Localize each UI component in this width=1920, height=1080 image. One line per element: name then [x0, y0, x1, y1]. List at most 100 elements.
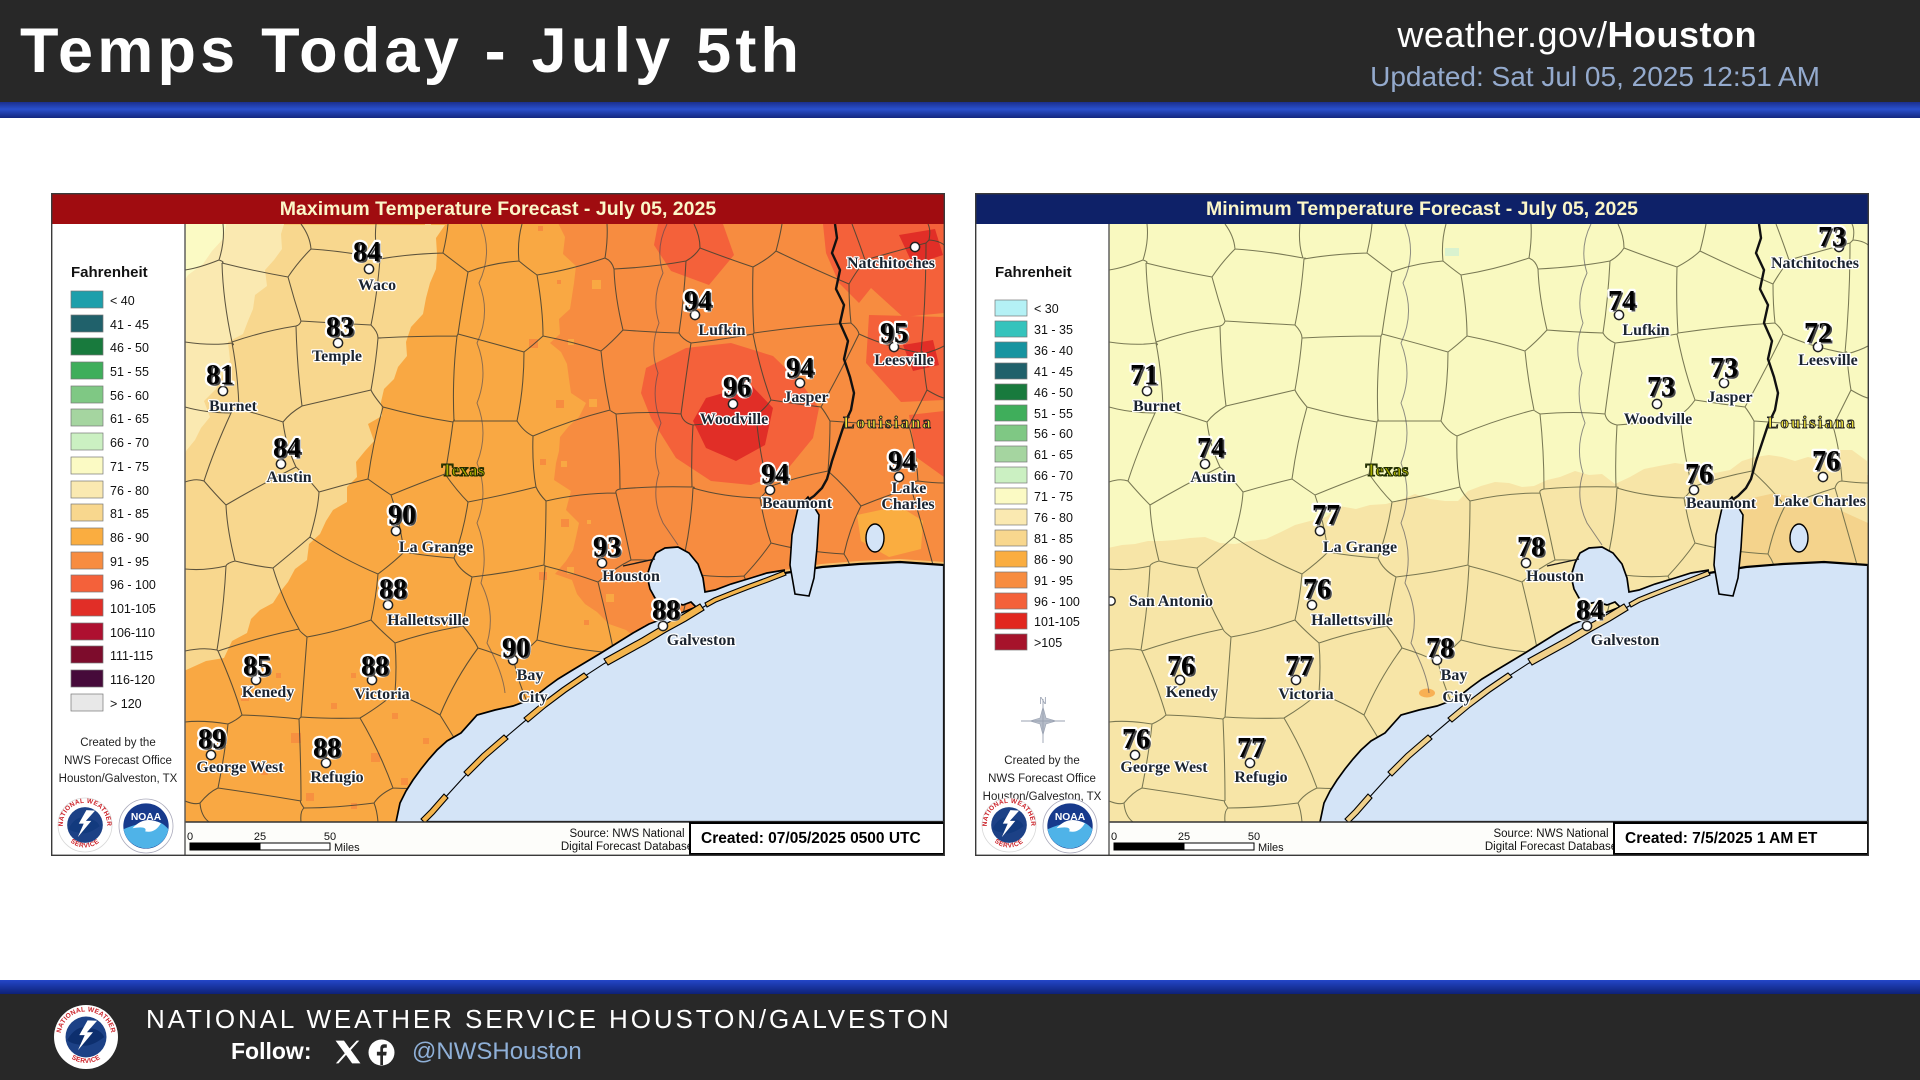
svg-text:Refugio: Refugio [310, 769, 363, 786]
svg-text:81: 81 [206, 360, 234, 391]
svg-text:La Grange: La Grange [399, 539, 473, 556]
svg-text:56 - 60: 56 - 60 [1034, 427, 1073, 441]
svg-text:94: 94 [890, 448, 918, 479]
svg-text:93: 93 [593, 532, 621, 563]
svg-text:Created by the: Created by the [80, 737, 155, 749]
svg-text:84: 84 [1576, 595, 1604, 626]
svg-text:73: 73 [1649, 374, 1677, 405]
svg-text:81 - 85: 81 - 85 [110, 507, 149, 521]
svg-text:76: 76 [1685, 459, 1713, 490]
svg-text:88: 88 [361, 651, 389, 682]
svg-text:Temple: Temple [312, 348, 362, 365]
svg-text:84: 84 [1578, 597, 1606, 628]
svg-text:NOAA: NOAA [131, 812, 162, 823]
svg-text:74: 74 [1610, 288, 1638, 319]
svg-text:Fahrenheit: Fahrenheit [995, 264, 1072, 281]
svg-text:90: 90 [388, 500, 416, 531]
svg-text:96: 96 [723, 372, 751, 403]
svg-text:SERVICE: SERVICE [70, 1054, 102, 1065]
svg-text:72: 72 [1804, 318, 1832, 349]
svg-text:0: 0 [1111, 831, 1117, 843]
svg-text:Texas: Texas [1365, 460, 1408, 480]
svg-text:Lufkin: Lufkin [1622, 322, 1669, 339]
svg-text:93: 93 [593, 532, 621, 563]
svg-text:71: 71 [1130, 360, 1158, 391]
svg-text:76: 76 [1167, 651, 1195, 682]
svg-text:77: 77 [1285, 651, 1313, 682]
svg-text:71 - 75: 71 - 75 [1034, 490, 1073, 504]
svg-text:Louisiana: Louisiana [1767, 413, 1857, 432]
svg-text:Houston: Houston [602, 568, 660, 585]
svg-text:Houston/Galveston, TX: Houston/Galveston, TX [59, 773, 178, 785]
svg-text:73: 73 [1710, 353, 1738, 384]
svg-text:Natchitoches: Natchitoches [1771, 255, 1859, 272]
svg-text:74: 74 [1197, 433, 1225, 464]
svg-text:Texas: Texas [441, 460, 484, 480]
svg-text:La Grange: La Grange [1323, 539, 1397, 556]
svg-text:Burnet: Burnet [209, 398, 258, 415]
svg-text:76: 76 [1122, 724, 1150, 755]
svg-text:Austin: Austin [266, 469, 311, 486]
svg-text:94: 94 [761, 459, 789, 490]
svg-text:Lufkin: Lufkin [698, 322, 745, 339]
svg-text:74: 74 [1608, 286, 1636, 317]
svg-text:66 - 70: 66 - 70 [110, 436, 149, 450]
svg-text:41 - 45: 41 - 45 [1034, 365, 1073, 379]
svg-text:Natchitoches: Natchitoches [847, 255, 935, 272]
svg-text:77: 77 [1314, 502, 1342, 533]
svg-text:89: 89 [198, 724, 226, 755]
svg-text:84: 84 [275, 435, 303, 466]
svg-text:San Antonio: San Antonio [1129, 593, 1213, 610]
svg-text:Beaumont: Beaumont [762, 495, 833, 512]
svg-text:77: 77 [1237, 733, 1265, 764]
svg-text:94: 94 [786, 353, 814, 384]
svg-text:>105: >105 [1034, 636, 1062, 650]
svg-text:81: 81 [206, 360, 234, 391]
svg-text:Louisiana: Louisiana [843, 413, 933, 432]
svg-text:89: 89 [198, 724, 226, 755]
svg-text:94: 94 [684, 286, 712, 317]
svg-text:76: 76 [1305, 576, 1333, 607]
svg-text:Jasper: Jasper [1707, 389, 1752, 406]
svg-text:Minimum Temperature Forecast -: Minimum Temperature Forecast - July 05, … [1206, 198, 1638, 220]
svg-text:> 120: > 120 [110, 697, 142, 711]
svg-text:94: 94 [763, 461, 791, 492]
svg-text:78: 78 [1426, 633, 1454, 664]
svg-text:89: 89 [200, 726, 228, 757]
svg-text:73: 73 [1820, 224, 1848, 255]
svg-text:Digital Forecast Database: Digital Forecast Database [561, 841, 693, 853]
svg-text:Lake Charles: Lake Charles [1774, 493, 1866, 510]
svg-text:73: 73 [1818, 222, 1846, 253]
svg-text:106-110: 106-110 [110, 626, 155, 640]
svg-text:96: 96 [723, 372, 751, 403]
svg-text:77: 77 [1312, 500, 1340, 531]
svg-text:Bay: Bay [517, 667, 544, 684]
svg-text:George West: George West [1120, 759, 1208, 776]
svg-text:77: 77 [1287, 653, 1315, 684]
svg-text:86 - 90: 86 - 90 [110, 531, 149, 545]
svg-text:Jasper: Jasper [783, 389, 828, 406]
svg-text:Lake: Lake [892, 480, 927, 497]
svg-text:84: 84 [355, 239, 383, 270]
svg-text:78: 78 [1426, 633, 1454, 664]
svg-text:101-105: 101-105 [110, 602, 156, 616]
svg-text:94: 94 [786, 353, 814, 384]
svg-text:76: 76 [1303, 574, 1331, 605]
svg-text:Digital Forecast Database: Digital Forecast Database [1485, 841, 1617, 853]
svg-text:94: 94 [684, 286, 712, 317]
svg-text:< 40: < 40 [110, 294, 135, 308]
svg-text:41 - 45: 41 - 45 [110, 318, 149, 332]
svg-text:84: 84 [1576, 595, 1604, 626]
svg-text:85: 85 [243, 651, 271, 682]
svg-text:76: 76 [1812, 446, 1840, 477]
svg-text:91 - 95: 91 - 95 [1034, 574, 1073, 588]
svg-text:74: 74 [1608, 286, 1636, 317]
svg-text:88: 88 [652, 595, 680, 626]
svg-text:Source: NWS National: Source: NWS National [569, 828, 684, 840]
svg-text:NWS Forecast Office: NWS Forecast Office [64, 755, 172, 767]
svg-text:76: 76 [1814, 448, 1842, 479]
svg-text:85: 85 [245, 653, 273, 684]
svg-text:25: 25 [254, 831, 266, 843]
svg-text:94: 94 [788, 355, 816, 386]
svg-text:78: 78 [1519, 534, 1547, 565]
